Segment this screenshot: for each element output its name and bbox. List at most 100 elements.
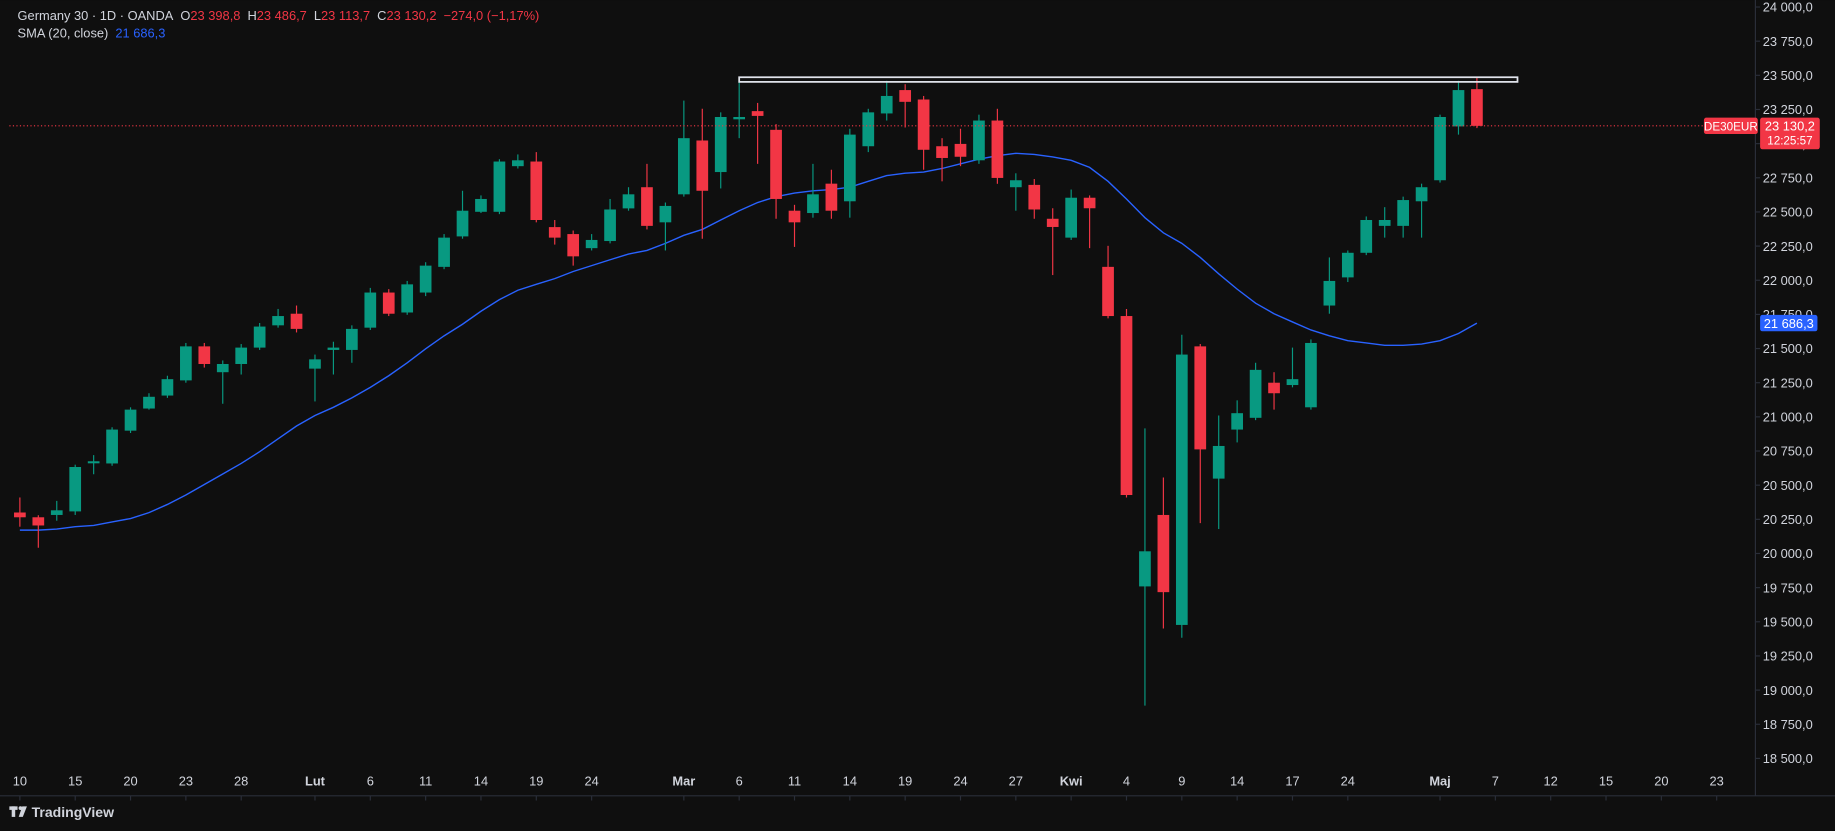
candle-body xyxy=(1102,266,1114,317)
candle-body xyxy=(1175,354,1188,625)
ohlc-key: O xyxy=(180,8,190,23)
candle-body xyxy=(1139,551,1151,587)
y-tick-label: 22 250,0 xyxy=(1763,239,1813,254)
x-tick-label: 19 xyxy=(529,773,543,788)
y-tick-label: 21 250,0 xyxy=(1763,375,1813,390)
candle-body xyxy=(1360,220,1373,253)
candle-body xyxy=(87,461,100,464)
y-tick-label: 18 750,0 xyxy=(1763,717,1813,732)
candle-body xyxy=(235,347,248,364)
x-tick-label: 23 xyxy=(179,773,193,788)
candle-body xyxy=(1471,89,1483,126)
y-tick-label: 21 500,0 xyxy=(1763,341,1813,356)
candle-body xyxy=(548,227,561,238)
branding: TradingView xyxy=(32,804,114,820)
x-tick-label: Kwi xyxy=(1060,773,1083,788)
candle-body xyxy=(32,517,45,526)
x-tick-label: 10 xyxy=(13,773,27,788)
candle-body xyxy=(770,129,782,199)
candle-body xyxy=(124,409,137,431)
candle-body xyxy=(880,95,893,114)
candle-body xyxy=(825,183,838,211)
ohlc-key: C xyxy=(377,8,386,23)
candle-body xyxy=(1046,218,1059,227)
candle-body xyxy=(475,198,487,212)
candle-body xyxy=(419,265,432,293)
symbol-label: DE30EUR xyxy=(1704,121,1758,134)
candle-body xyxy=(899,90,912,102)
ohlc-value: 23 486,7 xyxy=(257,8,307,23)
y-tick-label: 20 750,0 xyxy=(1763,444,1813,459)
x-tick-label: 28 xyxy=(234,773,248,788)
sma-label: 21 686,3 xyxy=(1764,316,1814,331)
candle-body xyxy=(143,396,155,409)
candle-body xyxy=(677,138,690,195)
y-tick-label: 19 500,0 xyxy=(1763,614,1813,629)
candle-body xyxy=(954,143,967,157)
candle-body xyxy=(198,346,211,364)
candle-body xyxy=(1305,342,1317,408)
candle-body xyxy=(512,160,524,167)
candle-body xyxy=(1028,184,1041,210)
candle-body xyxy=(364,292,377,328)
x-tick-label: 11 xyxy=(419,773,432,788)
candle-body xyxy=(862,112,875,147)
x-tick-label: 24 xyxy=(953,773,967,788)
price-label-box xyxy=(1760,117,1820,150)
x-tick-label: 24 xyxy=(1341,773,1355,788)
x-tick-label: 20 xyxy=(1654,773,1668,788)
candle-body xyxy=(1083,197,1096,209)
x-tick-label: 6 xyxy=(367,773,374,788)
indicator-name: SMA (20, close) xyxy=(18,25,109,40)
x-tick-label: Lut xyxy=(305,773,326,788)
candle-body xyxy=(641,187,653,226)
y-tick-label: 19 750,0 xyxy=(1763,580,1813,595)
candle-body xyxy=(1452,90,1465,127)
logo-part xyxy=(18,806,27,817)
candle-body xyxy=(604,209,616,242)
ohlc-value: 23 398,8 xyxy=(190,8,240,23)
candle-body xyxy=(585,239,598,249)
candle-body xyxy=(1009,180,1022,188)
x-tick-label: 9 xyxy=(1178,773,1185,788)
x-tick-label: Mar xyxy=(672,773,695,788)
candle-body xyxy=(1249,369,1262,418)
candle-body xyxy=(530,161,543,221)
candle-body xyxy=(253,326,266,348)
candle-body xyxy=(733,116,746,120)
candle-body xyxy=(1194,346,1207,450)
sma-label-box xyxy=(1760,314,1818,332)
legend-symbol: Germany 30 · 1D · OANDA xyxy=(18,8,174,23)
change-value: −274,0 (−1,17%) xyxy=(444,8,540,23)
candle-body xyxy=(180,346,192,381)
candle-body xyxy=(714,116,727,173)
y-tick-label: 23 500,0 xyxy=(1763,68,1813,83)
x-tick-label: 27 xyxy=(1009,773,1023,788)
candle-body xyxy=(346,328,358,350)
x-tick-label: 15 xyxy=(68,773,82,788)
y-tick-label: 20 250,0 xyxy=(1763,512,1813,527)
y-tick-label: 22 750,0 xyxy=(1763,170,1813,185)
candle-body xyxy=(438,237,450,267)
candle-body xyxy=(216,363,229,373)
candle-body xyxy=(1268,382,1280,394)
y-tick-label: 23 750,0 xyxy=(1763,34,1813,49)
candle-body xyxy=(290,313,303,329)
legend-line: Germany 30 · 1D · OANDA O23 398,8 H23 486,… xyxy=(18,8,540,23)
ohlc-key: L xyxy=(314,8,321,23)
y-tick-label: 18 500,0 xyxy=(1763,751,1813,766)
candle-body xyxy=(14,512,26,518)
x-tick-label: 14 xyxy=(1230,773,1244,788)
candle-body xyxy=(659,205,672,223)
sma-line xyxy=(19,152,1478,531)
resistance-zone xyxy=(738,76,1519,83)
x-tick-label: 4 xyxy=(1123,773,1130,788)
candle-body xyxy=(382,292,395,314)
candle-body xyxy=(696,140,709,191)
symbol-label-box xyxy=(1703,117,1758,135)
y-tick-label: 19 000,0 xyxy=(1763,683,1813,698)
candle-body xyxy=(843,134,856,202)
x-tick-label: 20 xyxy=(123,773,137,788)
